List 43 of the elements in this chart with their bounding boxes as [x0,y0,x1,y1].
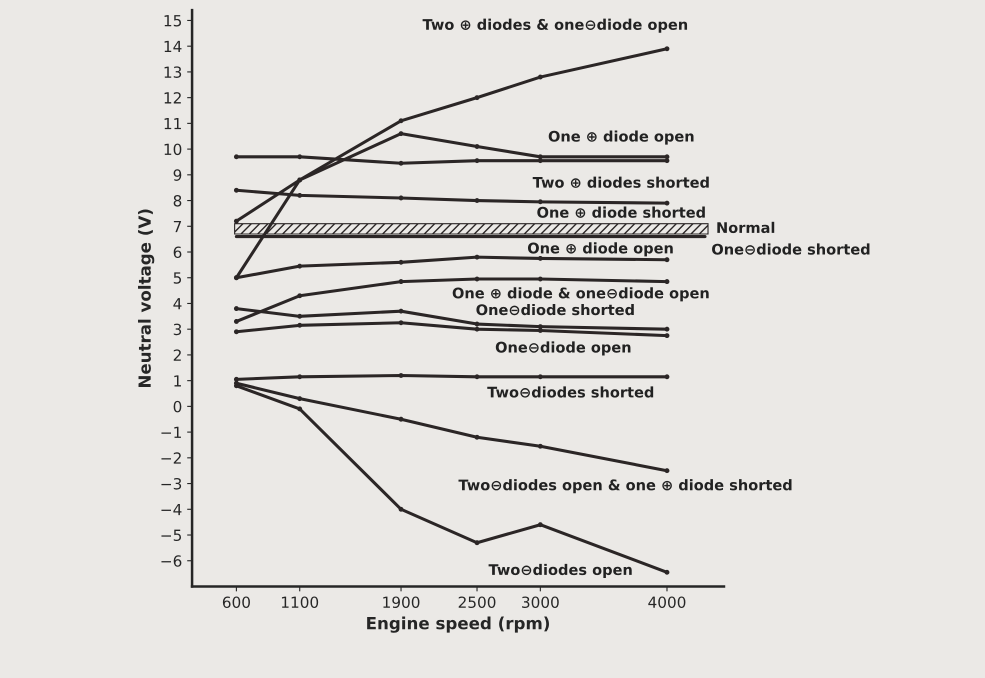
y-tick-label: 3 [174,324,182,336]
x-tick-label: 3000 [522,596,559,608]
annotation: One⊖diode shorted [476,304,634,316]
y-tick-label: 5 [174,272,182,284]
y-tick-label: −2 [161,452,181,464]
x-tick-label: 1900 [383,596,420,608]
band-label: Normal [717,222,774,234]
y-tick-label: −6 [161,555,182,567]
y-tick-label: 13 [164,66,182,78]
annotation: One⊖diode shorted [712,243,870,255]
annotation: One ⊕ diode open [548,130,694,145]
y-tick-label: 7 [174,220,182,232]
annotation: One⊖diode open [496,341,630,356]
annotation: One ⊕ diode shorted [537,206,705,218]
y-tick-label: 10 [164,144,182,156]
y-axis-title: Neutral voltage (V) [138,210,154,388]
y-tick-label: −4 [161,504,182,516]
annotation: Two⊖diodes open [488,564,632,578]
annotation: Two ⊕ diodes & one⊖diode open [422,18,688,33]
y-tick-label: 9 [174,169,182,181]
y-tick-label: 4 [173,298,182,310]
y-tick-label: −3 [161,478,182,490]
annotation: Two⊖diodes shorted [487,386,654,398]
y-tick-label: 11 [164,118,181,130]
annotation: Two ⊕ diodes shorted [532,176,709,188]
y-tick-label: 8 [174,195,182,207]
x-axis-title: Engine speed (rpm) [367,616,549,633]
x-tick-label: 2500 [458,596,496,608]
y-tick-label: 1 [174,375,181,386]
y-tick-label: 14 [164,40,182,52]
y-tick-label: 15 [164,15,182,26]
y-tick-label: −1 [161,426,181,438]
x-tick-label: 1100 [282,596,318,608]
y-tick-label: 0 [174,400,182,412]
y-tick-label: 2 [174,349,181,361]
y-tick-label: −5 [161,530,182,542]
annotation: Two⊖diodes open & one ⊕ diode shorted [458,479,792,494]
x-tick-label: 600 [222,596,250,608]
annotation: One ⊕ diode open [528,242,673,256]
x-tick-label: 4000 [648,596,686,608]
annotation: One ⊕ diode & one⊖diode open [452,287,709,302]
y-tick-label: 6 [174,246,182,258]
y-tick-label: 12 [164,92,181,104]
